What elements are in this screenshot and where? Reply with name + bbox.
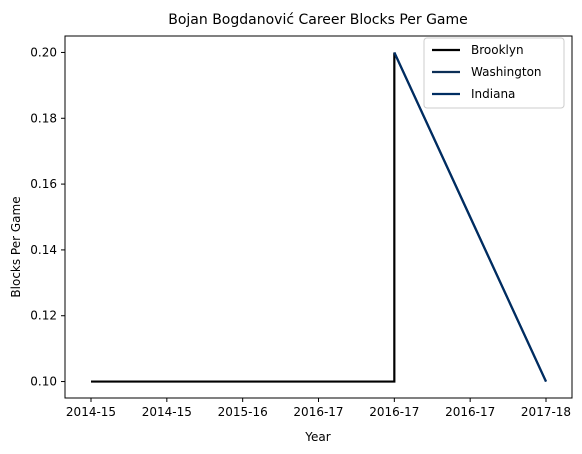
x-tick-label: 2014-15 — [142, 405, 192, 419]
chart-title: Bojan Bogdanović Career Blocks Per Game — [168, 12, 468, 28]
y-tick-label: 0.20 — [30, 45, 57, 59]
x-tick-label: 2016-17 — [293, 405, 343, 419]
legend: Brooklyn Washington Indiana — [423, 37, 565, 109]
legend-label-indiana: Indiana — [471, 87, 515, 101]
x-tick-label: 2016-17 — [445, 405, 495, 419]
y-tick-label: 0.14 — [30, 243, 57, 257]
y-tick-label: 0.12 — [30, 309, 57, 323]
series-line-indiana — [393, 51, 547, 383]
x-tick-label: 2017-18 — [521, 405, 571, 419]
axes: 2014-15 2014-15 2015-16 2016-17 2016-17 2016-… — [30, 35, 573, 419]
y-tick-label: 0.18 — [30, 111, 57, 125]
x-tick-label: 2014-15 — [66, 405, 116, 419]
series-lines — [91, 51, 547, 383]
x-tick-label: 2015-16 — [218, 405, 268, 419]
y-tick-label: 0.16 — [30, 177, 57, 191]
legend-label-washington: Washington — [471, 65, 542, 79]
legend-box — [423, 37, 565, 109]
x-axis-label: Year — [304, 430, 330, 444]
legend-label-brooklyn: Brooklyn — [471, 43, 524, 57]
x-tick-label: 2016-17 — [369, 405, 419, 419]
series-line-brooklyn — [91, 52, 396, 383]
y-axis-label: Blocks Per Game — [9, 196, 23, 297]
y-tick-label: 0.10 — [30, 375, 57, 389]
